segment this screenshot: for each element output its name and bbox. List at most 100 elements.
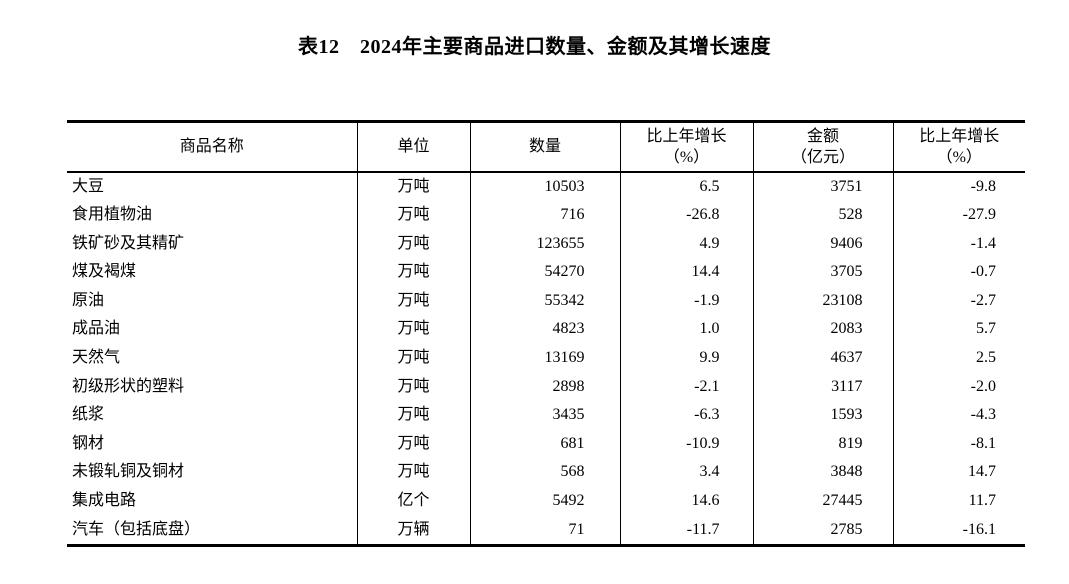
cell-commodity: 铁矿砂及其精矿 [72,234,185,252]
cell-unit: 万吨 [356,458,470,488]
cell-quantity-growth: 6.5 [619,171,753,202]
cell-value-growth: -2.0 [892,372,1025,402]
column-header-commodity: 商品名称 [67,121,357,173]
column-header-label: 比上年增长 [919,127,1000,145]
cell-quantity-growth: -6.3 [619,401,753,430]
cell-commodity: 钢材 [72,434,105,452]
cell-value: 3751 [752,171,893,202]
column-header-quantity: 数量 [469,121,620,173]
table-row: 钢材 万吨 681 -10.9 819 -8.1 [67,429,1025,459]
table-title: 表12 2024年主要商品进口数量、金额及其增长速度 [298,36,771,58]
cell-quantity-growth: 9.9 [619,344,753,373]
cell-value: 4637 [752,344,893,373]
cell-value: 27445 [752,487,893,516]
cell-value-growth: 11.7 [892,487,1025,516]
table-row: 煤及褐煤 万吨 54270 14.4 3705 -0.7 [67,258,1025,287]
cell-value-growth: -16.1 [892,515,1025,546]
cell-quantity-growth: -2.1 [619,372,753,402]
cell-value-growth: 5.7 [892,315,1025,345]
cell-unit: 万吨 [356,171,470,202]
column-header-quantity-growth: 比上年增长 （%） [619,121,753,173]
cell-quantity-growth: 3.4 [619,458,753,488]
cell-commodity: 食用植物油 [72,206,153,224]
cell-value-growth: -4.3 [892,401,1025,430]
cell-commodity: 集成电路 [72,492,137,510]
cell-quantity: 71 [469,515,620,546]
cell-value: 2785 [752,515,893,546]
cell-quantity-growth: 14.6 [619,487,753,516]
column-header-sublabel: （%） [936,148,982,166]
cell-unit: 万辆 [356,515,470,546]
cell-value-growth: -27.9 [892,201,1025,230]
cell-value: 3117 [752,372,893,402]
cell-quantity-growth: -26.8 [619,201,753,230]
table-row: 原油 万吨 55342 -1.9 23108 -2.7 [67,286,1025,316]
column-header-label: 单位 [397,138,430,156]
table-row: 铁矿砂及其精矿 万吨 123655 4.9 9406 -1.4 [67,229,1025,259]
column-header-label: 商品名称 [179,138,244,156]
cell-commodity: 成品油 [72,320,121,338]
column-header-unit: 单位 [356,121,470,173]
cell-quantity-growth: -1.9 [619,286,753,316]
cell-unit: 万吨 [356,372,470,402]
cell-commodity: 汽车（包括底盘） [72,520,201,538]
cell-commodity: 未锻轧铜及铜材 [72,463,185,481]
cell-quantity-growth: -10.9 [619,429,753,459]
cell-quantity: 2898 [469,372,620,402]
import-stats-table: 商品名称 单位 数量 比上年增长 （%） 金额 （亿元） [67,120,1025,548]
column-header-label: 数量 [528,138,561,156]
cell-quantity: 681 [469,429,620,459]
cell-commodity: 原油 [72,291,105,309]
cell-value: 1593 [752,401,893,430]
cell-value-growth: -8.1 [892,429,1025,459]
cell-unit: 万吨 [356,401,470,430]
cell-unit: 万吨 [356,286,470,316]
table-row: 食用植物油 万吨 716 -26.8 528 -27.9 [67,201,1025,230]
column-header-sublabel: （%） [663,148,710,166]
cell-commodity: 纸浆 [72,406,105,424]
table-row: 纸浆 万吨 3435 -6.3 1593 -4.3 [67,401,1025,430]
cell-value: 819 [752,429,893,459]
cell-value-growth: -0.7 [892,258,1025,287]
cell-value: 9406 [752,229,893,259]
cell-quantity: 10503 [469,171,620,202]
cell-value-growth: -9.8 [892,171,1025,202]
cell-quantity: 4823 [469,315,620,345]
cell-quantity: 55342 [469,286,620,316]
column-header-label: 比上年增长 [646,127,727,145]
cell-value: 3848 [752,458,893,488]
table-header-row: 商品名称 单位 数量 比上年增长 （%） 金额 （亿元） [67,121,1025,173]
cell-quantity: 5492 [469,487,620,516]
table-row: 集成电路 亿个 5492 14.6 27445 11.7 [67,487,1025,516]
table-row: 成品油 万吨 4823 1.0 2083 5.7 [67,315,1025,345]
cell-quantity: 54270 [469,258,620,287]
cell-unit: 万吨 [356,344,470,373]
cell-unit: 万吨 [356,258,470,287]
cell-quantity: 123655 [469,229,620,259]
column-header-value: 金额 （亿元） [752,121,893,173]
cell-commodity: 初级形状的塑料 [72,377,185,395]
column-header-sublabel: （亿元） [790,148,855,166]
cell-unit: 亿个 [356,487,470,516]
cell-value: 2083 [752,315,893,345]
cell-quantity-growth: 4.9 [619,229,753,259]
cell-unit: 万吨 [356,229,470,259]
cell-value: 23108 [752,286,893,316]
cell-commodity: 煤及褐煤 [72,263,137,281]
cell-quantity: 13169 [469,344,620,373]
cell-commodity: 天然气 [72,349,121,367]
cell-value-growth: 2.5 [892,344,1025,373]
cell-quantity-growth: 1.0 [619,315,753,345]
column-header-value-growth: 比上年增长 （%） [892,121,1025,173]
cell-quantity-growth: 14.4 [619,258,753,287]
cell-quantity-growth: -11.7 [619,515,753,546]
table-row: 天然气 万吨 13169 9.9 4637 2.5 [67,344,1025,373]
cell-quantity: 716 [469,201,620,230]
cell-unit: 万吨 [356,315,470,345]
cell-quantity: 568 [469,458,620,488]
cell-unit: 万吨 [356,429,470,459]
table-row: 初级形状的塑料 万吨 2898 -2.1 3117 -2.0 [67,372,1025,402]
table-row: 未锻轧铜及铜材 万吨 568 3.4 3848 14.7 [67,458,1025,488]
cell-unit: 万吨 [356,201,470,230]
